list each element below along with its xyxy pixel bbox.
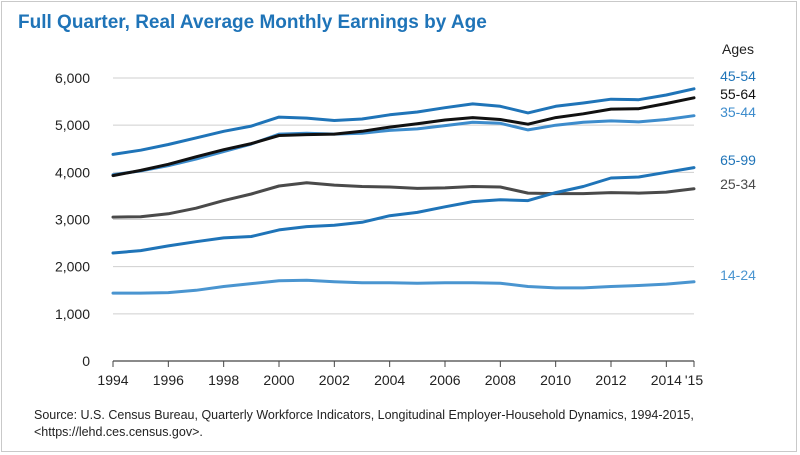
source-note: Source: U.S. Census Bureau, Quarterly Wo… bbox=[34, 408, 694, 439]
x-tick-label: 2008 bbox=[485, 372, 516, 388]
series-line-45-54 bbox=[111, 87, 696, 156]
x-tick-label: 2012 bbox=[595, 372, 626, 388]
series-label-35-44: 35-44 bbox=[720, 104, 756, 120]
legend: Ages 45-54 55-64 35-44 65-99 25-34 14-24 bbox=[720, 41, 756, 283]
series-label-65-99: 65-99 bbox=[720, 152, 756, 168]
x-tick-label: 2004 bbox=[374, 372, 405, 388]
y-tick-label: 6,000 bbox=[55, 70, 90, 86]
y-tick-label: 0 bbox=[82, 353, 90, 369]
y-tick-label: 3,000 bbox=[55, 212, 90, 228]
gridlines bbox=[113, 77, 694, 315]
series-label-25-34: 25-34 bbox=[720, 176, 756, 192]
x-tick-label: 2000 bbox=[263, 372, 294, 388]
series-label-55-64: 55-64 bbox=[720, 86, 756, 102]
x-tick-label: '15 bbox=[685, 372, 703, 388]
series-lines bbox=[111, 87, 696, 295]
y-tick-label: 1,000 bbox=[55, 306, 90, 322]
x-tick-label: 2014 bbox=[651, 372, 682, 388]
x-tick-label: 1994 bbox=[97, 372, 128, 388]
series-line-65-99 bbox=[111, 166, 696, 255]
series-line-14-24 bbox=[111, 278, 696, 295]
y-tick-label: 4,000 bbox=[55, 164, 90, 180]
series-label-45-54: 45-54 bbox=[720, 68, 756, 84]
series-line-35-44 bbox=[111, 114, 696, 177]
x-tick-label: 2006 bbox=[429, 372, 460, 388]
y-tick-label: 2,000 bbox=[55, 259, 90, 275]
series-line-25-34 bbox=[111, 181, 696, 219]
x-tick-label: 1996 bbox=[153, 372, 184, 388]
series-label-14-24: 14-24 bbox=[720, 267, 756, 283]
x-axis: 1994 1996 1998 2000 2002 2004 2006 2008 2010 2012… bbox=[97, 360, 703, 388]
y-tick-label: 5,000 bbox=[55, 117, 90, 133]
x-tick-label: 2010 bbox=[540, 372, 571, 388]
series-line-55-64 bbox=[111, 96, 696, 178]
x-tick-label: 1998 bbox=[208, 372, 239, 388]
legend-title: Ages bbox=[722, 41, 754, 57]
x-tick-label: 2002 bbox=[319, 372, 350, 388]
y-axis: 0 1,000 2,000 3,000 4,000 5,000 6,000 bbox=[55, 70, 90, 369]
chart-title: Full Quarter, Real Average Monthly Earni… bbox=[18, 12, 487, 33]
